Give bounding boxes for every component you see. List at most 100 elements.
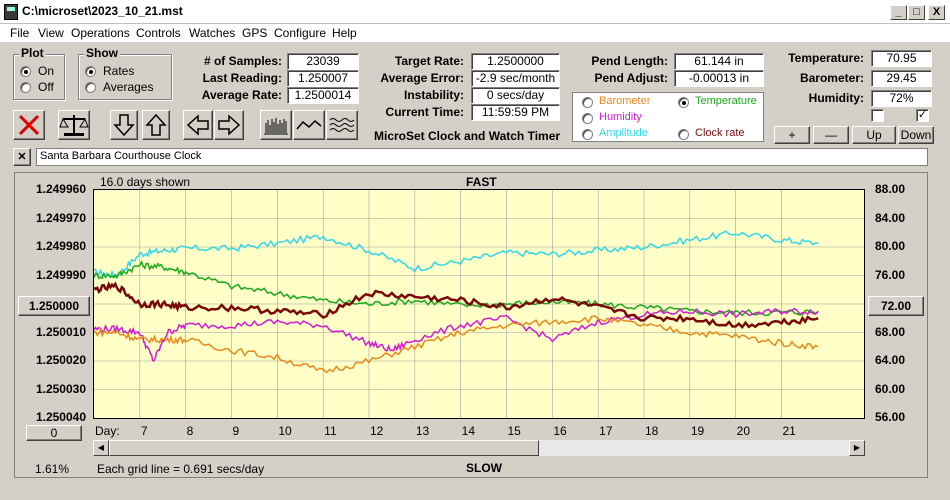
rate-center-button[interactable]: 1.250000 [18, 296, 90, 316]
clock-rate-option-label: Clock rate [695, 127, 745, 139]
average-error-field: -2.9 sec/month [471, 70, 560, 87]
samples-field: 23039 [287, 53, 359, 70]
average-rate-label: Average Rate: [201, 88, 282, 102]
x-tick-label: 9 [232, 424, 240, 438]
pend-adjust-label: Pend Adjust: [594, 71, 668, 85]
y-right-tick-label: 80.00 [875, 239, 906, 253]
menu-watches[interactable]: Watches [189, 26, 236, 40]
x-tick-label: 13 [415, 424, 430, 438]
menu-view[interactable]: View [38, 26, 64, 40]
pend-adjust-field: -0.00013 in [674, 70, 764, 87]
x-tick-label: 18 [645, 424, 659, 438]
y-left-tick-label: 1.250010 [35, 324, 86, 339]
plot-off-label: Off [38, 80, 54, 94]
x-tick-label: 14 [461, 424, 476, 438]
y-left-tick-label: 1.250030 [35, 381, 86, 396]
offset-button[interactable]: 0 [26, 425, 82, 441]
close-button[interactable]: X [928, 5, 945, 20]
y-left-tick-label: 1.249970 [35, 210, 86, 225]
window-title: C:\microset\2023_10_21.mst [22, 4, 183, 18]
y-left-tick-label: 1.249990 [35, 267, 86, 282]
menu-file[interactable]: File [10, 26, 30, 40]
instability-field: 0 secs/day [471, 87, 560, 104]
plot-on-radio[interactable] [20, 66, 31, 77]
temperature-label: Temperature: [788, 51, 864, 65]
temperature-field: 70.95 [871, 50, 932, 67]
line-display-button[interactable] [293, 110, 325, 140]
wave-display-button[interactable] [326, 110, 358, 140]
maximize-button[interactable]: □ [908, 5, 925, 20]
temperature-option-label: Temperature [695, 95, 757, 107]
scrollbar-thumb[interactable] [109, 440, 539, 456]
average-rate-field: 1.2500014 [287, 87, 359, 104]
move-up-button[interactable] [142, 110, 170, 140]
y-right-tick-label: 64.00 [875, 353, 906, 367]
y-right-tick-label: 76.00 [875, 267, 906, 282]
move-down-button[interactable] [110, 110, 138, 140]
auto-scale-checkbox[interactable] [871, 109, 884, 122]
clear-name-button[interactable]: ✕ [13, 148, 31, 166]
target-rate-field: 1.2500000 [471, 53, 560, 70]
clock-rate-option-radio[interactable] [678, 129, 689, 140]
scroll-right-arrow-icon[interactable]: ▶ [849, 440, 865, 456]
scale-minus-button[interactable]: — [813, 126, 849, 144]
menu-help[interactable]: Help [332, 26, 357, 40]
stop-button[interactable] [13, 110, 45, 140]
barometer-option-label: Barometer [599, 95, 651, 107]
bar-display-button[interactable] [260, 110, 292, 140]
clock-name-input[interactable]: Santa Barbara Courthouse Clock [36, 148, 928, 166]
x-tick-label: 16 [553, 424, 567, 438]
amplitude-option-radio[interactable] [582, 129, 593, 140]
current-time-field: 11:59:59 PM [471, 104, 560, 121]
plot-off-radio[interactable] [20, 82, 31, 93]
menu-operations[interactable]: Operations [71, 26, 130, 40]
show-group-title: Show [84, 46, 120, 60]
scroll-left-button[interactable] [183, 110, 213, 140]
series-line-3 [93, 315, 819, 374]
menu-configure[interactable]: Configure [274, 26, 327, 40]
scale-up-button[interactable]: Up [852, 126, 896, 144]
app-caption: MicroSet Clock and Watch Timer [374, 129, 561, 143]
wave-graph-icon [329, 118, 355, 132]
humidity-option-radio[interactable] [582, 113, 593, 124]
minimize-button[interactable]: _ [890, 5, 907, 20]
temperature-option-radio[interactable] [678, 97, 689, 108]
y-right-tick-label: 84.00 [875, 210, 906, 225]
x-tick-label: 15 [507, 424, 521, 438]
secondary-center-button[interactable]: 72.00 [868, 296, 924, 316]
plot-on-label: On [38, 64, 55, 78]
show-rates-radio[interactable] [85, 66, 96, 77]
barometer-option-radio[interactable] [582, 97, 593, 108]
x-tick-label: 10 [278, 424, 292, 438]
arrow-right-icon [218, 114, 241, 136]
x-tick-label: 12 [370, 424, 384, 438]
amplitude-option-label: Amplitude [599, 127, 648, 139]
humidity-field: 72% [871, 90, 932, 107]
average-error-label: Average Error: [380, 71, 464, 85]
percent-label: 1.61% [35, 462, 70, 476]
secondary-checkbox[interactable]: ✓ [916, 109, 929, 122]
x-tick-label: 7 [140, 424, 148, 438]
chart-scrollbar[interactable]: ◀ ▶ [93, 440, 865, 456]
scale-plus-button[interactable]: + [774, 126, 810, 144]
show-averages-radio[interactable] [85, 82, 96, 93]
menu-controls[interactable]: Controls [136, 26, 181, 40]
series-line-4 [93, 281, 819, 330]
menu-gps[interactable]: GPS [242, 26, 268, 40]
show-averages-label: Averages [103, 80, 154, 94]
humidity-option-label: Humidity [599, 111, 642, 123]
chart-svg [93, 190, 864, 418]
x-axis-prefix: Day: [95, 424, 120, 438]
scroll-left-arrow-icon[interactable]: ◀ [93, 440, 109, 456]
barometer-label: Barometer: [799, 71, 864, 85]
line-graph-icon [296, 119, 322, 130]
calibrate-button[interactable] [58, 110, 90, 140]
app-icon[interactable] [4, 4, 18, 20]
scale-down-button[interactable]: Down [898, 126, 934, 144]
scroll-right-button[interactable] [214, 110, 244, 140]
y-left-tick-label: 1.249980 [35, 239, 86, 253]
fast-label: FAST [466, 175, 497, 189]
target-rate-label: Target Rate: [394, 54, 464, 68]
arrow-up-icon [145, 113, 167, 136]
secondary-options-box [572, 92, 764, 142]
